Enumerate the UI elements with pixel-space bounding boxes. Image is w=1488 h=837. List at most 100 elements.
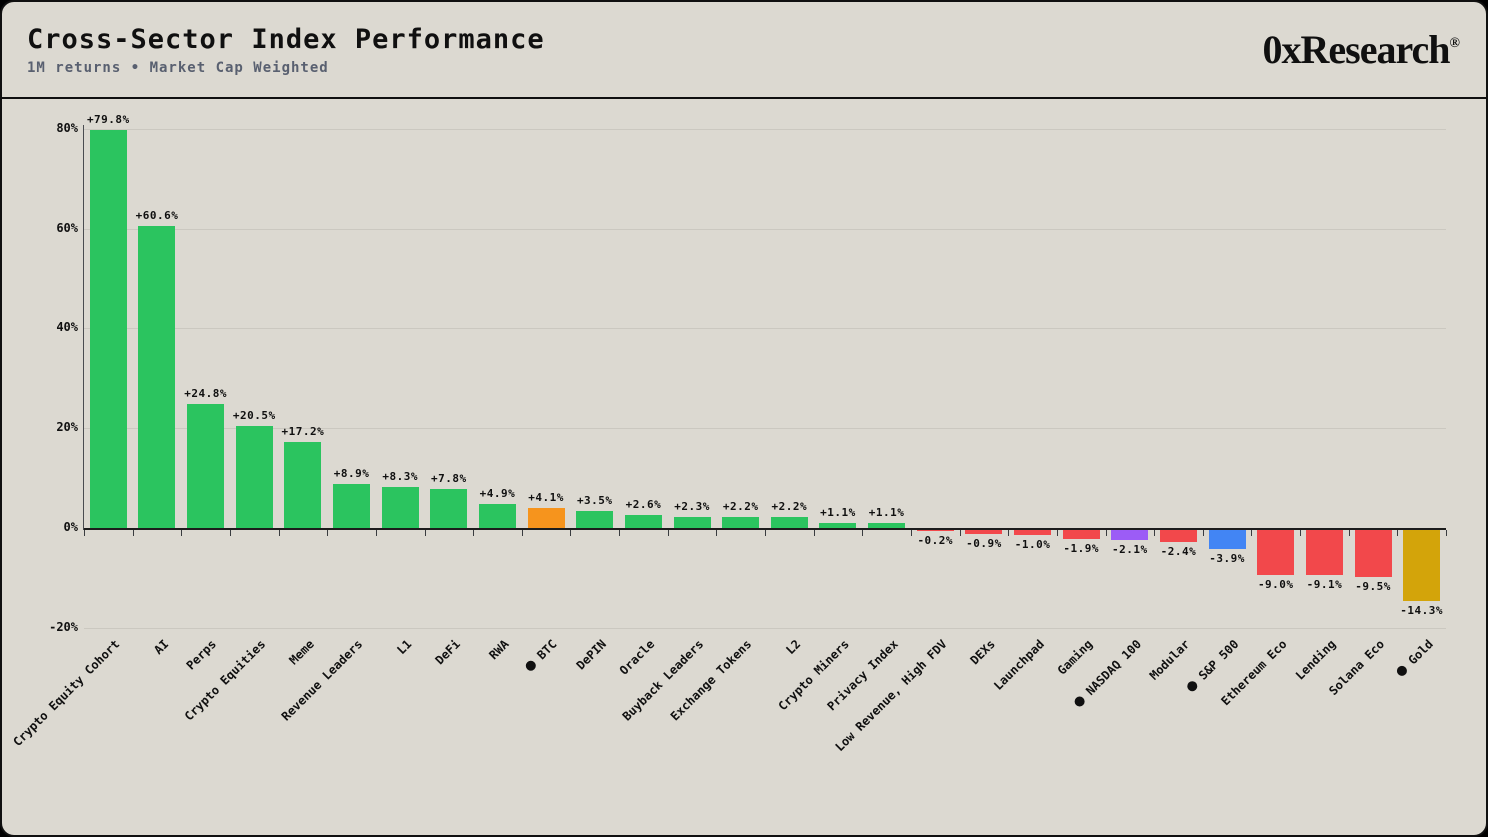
x-axis-category-label: L2 <box>783 637 804 658</box>
bar-value-label: +2.2% <box>722 500 759 514</box>
bar-value-label: +20.5% <box>232 408 276 422</box>
bar <box>333 483 371 528</box>
bar-value-label: +2.2% <box>771 500 808 514</box>
bar-value-label: -14.3% <box>1400 604 1444 618</box>
bar-value-label: +8.3% <box>382 469 418 483</box>
bar-value-label: +2.3% <box>674 499 710 513</box>
benchmark-dot-icon <box>524 658 539 673</box>
plot-area: 80% 60% 40% 20% 0% -20% +79.8% Crypto Equity Co… <box>2 101 1486 835</box>
bar <box>576 510 614 528</box>
bar-value-label: -0.2% <box>917 533 954 547</box>
x-axis-category-label: DeFi <box>432 637 463 668</box>
bar <box>235 425 273 528</box>
x-axis-tick <box>765 530 766 536</box>
bar <box>1257 530 1295 575</box>
bar <box>1014 530 1052 535</box>
chart-subtitle: 1M returns • Market Cap Weighted <box>27 59 329 76</box>
bar-value-label: +60.6% <box>135 208 179 222</box>
bar <box>868 522 906 528</box>
bar-value-label: +1.1% <box>820 505 856 519</box>
bar-value-label: -0.9% <box>966 537 1002 551</box>
bar-value-label: +4.1% <box>528 490 564 504</box>
x-axis-category-label: L1 <box>393 637 415 658</box>
bar <box>965 530 1003 535</box>
y-axis-tick-label: -20% <box>49 619 78 634</box>
bar <box>1403 530 1441 602</box>
bar-value-label: +24.8% <box>184 387 227 401</box>
x-axis-tick <box>1154 530 1156 536</box>
x-axis-tick <box>181 530 183 536</box>
x-axis-tick <box>862 530 864 536</box>
x-axis-tick <box>813 530 815 536</box>
bar-value-label: +3.5% <box>576 493 613 507</box>
x-axis-tick <box>1056 530 1058 536</box>
bar <box>284 442 322 528</box>
page-title: Cross-Sector Index Performance <box>27 23 545 55</box>
bar-value-label: -2.4% <box>1160 544 1197 558</box>
bar-value-label: +8.9% <box>333 466 370 480</box>
x-axis-category-label: DePIN <box>573 637 609 673</box>
bar-value-label: -1.0% <box>1014 537 1051 551</box>
x-axis-category-label: Oracle <box>616 637 658 678</box>
gridline <box>84 228 1446 230</box>
bar <box>770 517 808 528</box>
x-axis-tick <box>375 530 377 536</box>
x-axis-category-label: Buyback Leaders <box>619 637 706 724</box>
x-axis-tick <box>619 530 621 536</box>
x-axis-tick <box>959 530 961 536</box>
bar-value-label: +17.2% <box>281 425 325 439</box>
x-axis-tick <box>1008 530 1010 536</box>
bar-value-label: -9.0% <box>1257 577 1294 591</box>
y-axis-tick-label: 60% <box>56 220 78 235</box>
y-axis-tick-label: 40% <box>56 320 78 335</box>
benchmark-dot-icon <box>1072 694 1087 709</box>
bar-value-label: -9.5% <box>1355 580 1391 594</box>
x-axis-category-label: Crypto Equity Cohort <box>10 637 123 750</box>
gridline <box>84 128 1446 130</box>
x-axis-category-label: Gold <box>1393 637 1436 679</box>
gridline <box>84 328 1446 330</box>
bar-value-label: -2.1% <box>1112 543 1148 557</box>
x-axis-category-label: Meme <box>286 637 317 668</box>
x-axis-tick <box>132 530 134 536</box>
bar-value-label: +7.8% <box>431 472 467 486</box>
bar <box>478 503 516 528</box>
benchmark-dot-icon <box>1394 663 1409 678</box>
y-axis-tick-label: 80% <box>56 120 78 135</box>
bar <box>819 522 857 528</box>
x-axis-tick <box>229 530 231 536</box>
bar <box>916 530 954 531</box>
bar <box>624 515 662 528</box>
x-axis-category-label: Lending <box>1292 637 1339 683</box>
y-axis-tick-label: 0% <box>63 520 78 534</box>
x-axis-tick <box>84 530 85 536</box>
x-axis-tick <box>1251 530 1253 536</box>
registered-trademark-icon: ® <box>1449 35 1460 51</box>
bar-value-label: -9.1% <box>1306 578 1343 592</box>
bar-value-label: +4.9% <box>479 486 516 500</box>
header: Cross-Sector Index Performance 1M return… <box>2 2 1486 99</box>
bar <box>722 517 760 528</box>
brand-logo: 0xResearch® <box>1263 26 1460 73</box>
gridline <box>84 627 1446 629</box>
bar <box>1208 530 1246 550</box>
x-axis-tick <box>327 530 329 536</box>
x-axis-tick <box>521 530 523 536</box>
x-axis-tick <box>716 530 718 536</box>
x-axis-category-label: AI <box>150 637 171 658</box>
x-axis-category-label: RWA <box>486 637 512 663</box>
x-axis-tick <box>1202 530 1204 536</box>
bar-chart: 80% 60% 40% 20% 0% -20% +79.8% Crypto Equity Co… <box>2 101 1486 835</box>
bar-value-label: +1.1% <box>868 505 905 519</box>
title-block: Cross-Sector Index Performance 1M return… <box>27 24 545 76</box>
x-axis-tick <box>570 530 572 536</box>
brand-name: 0xResearch <box>1262 27 1451 72</box>
x-axis-tick <box>1348 530 1350 536</box>
y-axis-line <box>83 125 84 530</box>
x-axis-tick <box>1105 530 1107 536</box>
x-axis-tick <box>1397 530 1399 536</box>
x-axis-tick <box>910 530 912 536</box>
bar <box>673 516 711 528</box>
x-axis-tick <box>278 530 280 536</box>
